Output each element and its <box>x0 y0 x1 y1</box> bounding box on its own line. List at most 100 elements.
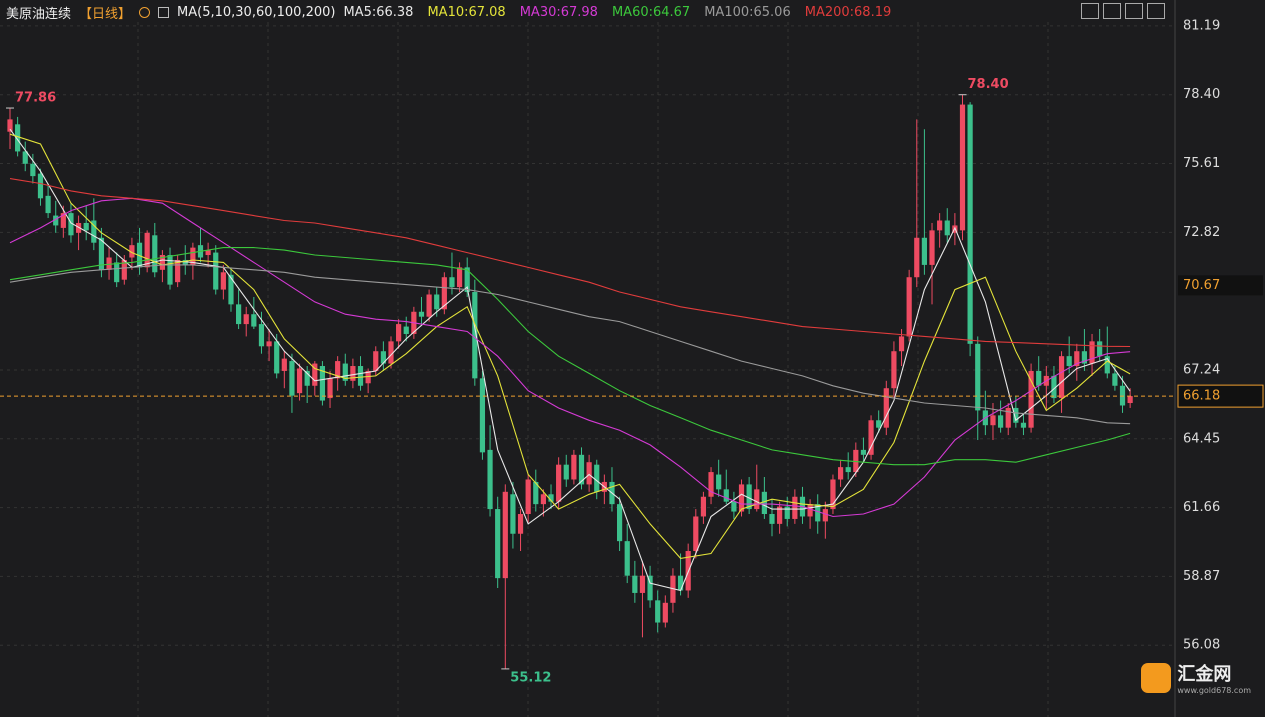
candle-body <box>479 378 486 453</box>
ma-line <box>9 133 1131 559</box>
legend-entry: MA60:64.67 <box>611 5 691 20</box>
candle-body <box>883 388 889 428</box>
legend-entry: MA200:68.19 <box>804 5 892 20</box>
candle-body <box>731 501 737 512</box>
candle-body <box>167 255 173 285</box>
candle-body <box>891 351 897 389</box>
candle-body <box>594 464 600 492</box>
candle-body <box>1013 407 1019 423</box>
tool-button[interactable] <box>1103 3 1121 19</box>
candle-body <box>906 277 912 337</box>
candle-body <box>388 341 394 364</box>
annotation-label: 77.86 <box>15 91 56 106</box>
candle-body <box>548 494 554 502</box>
candle-body <box>205 250 211 256</box>
candle-body <box>53 215 59 226</box>
ma-line <box>9 247 1131 466</box>
tool-button[interactable] <box>1081 3 1099 19</box>
candle-body <box>22 151 28 164</box>
candle-body <box>929 230 935 265</box>
candle-body <box>1081 351 1088 364</box>
candle-body <box>342 363 348 381</box>
candle-body <box>319 366 326 401</box>
candle-body <box>15 124 21 152</box>
annotation-label: 55.12 <box>510 670 551 685</box>
candle-body <box>563 464 569 480</box>
candle-body <box>236 304 242 325</box>
candle-body <box>60 213 66 228</box>
candle-body <box>1028 370 1034 428</box>
candle-body <box>533 481 539 505</box>
candle-body <box>1074 351 1080 367</box>
candle-body <box>639 575 646 593</box>
candle-body <box>784 506 790 519</box>
candle-body <box>556 464 562 502</box>
candle-body <box>266 341 272 347</box>
candle-body <box>129 245 135 258</box>
candle-body <box>860 449 867 455</box>
candle-body <box>1127 396 1133 404</box>
marker-box <box>1178 275 1263 296</box>
watermark: 汇金网 www.gold678.com <box>1141 660 1251 695</box>
candle-body <box>144 232 150 268</box>
candle-body <box>975 343 981 411</box>
candle-body <box>853 449 859 473</box>
y-tick-label: 78.40 <box>1183 87 1220 102</box>
candle-body <box>1112 373 1118 386</box>
candle-body <box>441 277 447 310</box>
y-tick-label: 64.45 <box>1183 431 1220 446</box>
candle-body <box>373 351 379 371</box>
candle-body <box>434 294 440 310</box>
candle-body <box>403 326 409 334</box>
add-icon[interactable] <box>139 7 151 18</box>
candle-body <box>83 222 89 231</box>
candle-body <box>258 324 265 347</box>
tool-button[interactable] <box>1147 3 1165 19</box>
y-tick-label: 58.87 <box>1183 569 1220 584</box>
candle-body <box>959 104 966 231</box>
candle-body <box>106 257 112 270</box>
candle-body <box>357 366 364 386</box>
candle-body <box>350 366 356 381</box>
period[interactable]: 【日线】 <box>79 7 132 22</box>
y-tick-label: 72.82 <box>1183 225 1220 240</box>
candle-body <box>426 294 432 317</box>
candle-body <box>449 277 455 288</box>
candle-body <box>365 370 371 384</box>
candle-body <box>716 474 722 490</box>
last-price-label: 66.18 <box>1183 389 1220 404</box>
candle-body <box>746 484 752 510</box>
legend-entry: MA30:67.98 <box>519 5 598 20</box>
candle-body <box>898 336 905 352</box>
candle-body <box>502 491 508 579</box>
candle-body <box>1036 370 1042 386</box>
candle-body <box>1089 341 1095 364</box>
candle-body <box>914 237 920 278</box>
ma-line <box>9 197 1131 518</box>
marker-label: 70.67 <box>1183 278 1220 293</box>
candle-body <box>159 255 165 270</box>
candle-body <box>220 272 226 290</box>
candle-body <box>510 494 516 534</box>
indicator-icon[interactable] <box>158 7 170 18</box>
candle-body <box>251 314 257 327</box>
candle-body <box>837 467 844 480</box>
candle-body <box>998 415 1004 428</box>
ma-line <box>9 178 1131 348</box>
candle-body <box>37 173 44 199</box>
indicator[interactable]: MA(5,10,30,60,100,200) <box>177 5 336 20</box>
candle-body <box>944 220 950 236</box>
tool-button[interactable] <box>1125 3 1143 19</box>
candle-body <box>571 454 577 480</box>
candle-body <box>754 489 760 510</box>
candle-body <box>472 292 478 379</box>
candle-body <box>418 311 425 317</box>
candle-body <box>30 163 36 177</box>
candle-body <box>525 479 531 515</box>
candle-body <box>769 514 775 524</box>
candle-body <box>396 324 402 342</box>
candle-body <box>1051 375 1057 399</box>
candle-body <box>7 119 13 132</box>
ma-line <box>9 264 1131 425</box>
